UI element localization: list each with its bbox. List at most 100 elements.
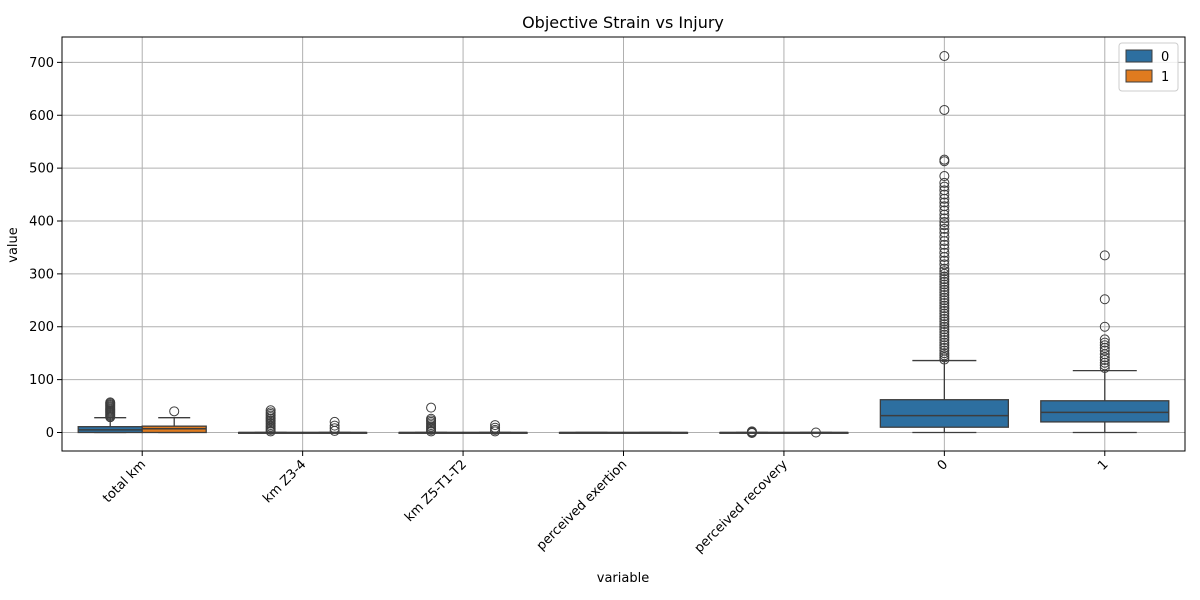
outlier-point (939, 104, 950, 115)
outlier-point (939, 329, 950, 340)
outlier-point (1099, 342, 1110, 353)
y-axis-ticks: 0 100 200 300 400 500 600 700 (29, 56, 62, 441)
outlier-point (939, 284, 950, 295)
outlier-point (1099, 362, 1110, 373)
outlier-point (1099, 321, 1110, 332)
outlier-point (1099, 334, 1110, 345)
outlier-point (939, 290, 950, 301)
box-0 (237, 405, 304, 437)
outlier-point (329, 416, 340, 427)
y-axis-label: value (6, 227, 21, 263)
y-tick-label: 300 (29, 267, 54, 282)
outlier-point (939, 177, 950, 188)
x-tick-label: total km (100, 457, 149, 506)
legend: 01 (1118, 42, 1179, 92)
outlier-point (939, 340, 950, 351)
outlier-point (939, 181, 950, 192)
outlier-point (329, 420, 340, 431)
outlier-point (1099, 357, 1110, 368)
outlier-point (939, 274, 950, 285)
outlier-point (939, 292, 950, 303)
outlier-point (939, 259, 950, 270)
box-0 (719, 426, 785, 439)
grid-lines (62, 37, 1185, 451)
outlier-point (939, 236, 950, 247)
y-tick-label: 700 (29, 56, 54, 71)
outlier-point (939, 268, 950, 279)
outlier-point (169, 406, 180, 417)
outlier-point (939, 231, 950, 242)
outlier-point (939, 223, 950, 234)
outlier-point (939, 271, 950, 282)
outlier-point (939, 308, 950, 319)
y-tick-label: 0 (46, 426, 54, 441)
outlier-point (1099, 340, 1110, 351)
outlier-point (939, 217, 950, 228)
outlier-point (1099, 337, 1110, 348)
outlier-point (939, 287, 950, 298)
outlier-point (426, 402, 437, 413)
x-tick-label: perceived exertion (534, 457, 630, 553)
y-tick-label: 500 (29, 162, 54, 177)
legend-swatch-0 (1125, 49, 1153, 63)
outlier-point (939, 316, 950, 327)
outlier-point (939, 300, 950, 311)
box-0 (398, 402, 464, 437)
outlier-point (939, 154, 950, 165)
x-tick-label: perceived recovery (692, 457, 791, 556)
outlier-point (939, 297, 950, 308)
outlier-point (490, 422, 501, 433)
box-1 (301, 416, 368, 436)
chart-title: Objective Strain vs Injury (522, 13, 724, 32)
y-tick-label: 600 (29, 109, 54, 124)
outlier-point (939, 319, 950, 330)
outlier-point (1099, 360, 1110, 371)
box-0 (1040, 250, 1170, 434)
outlier-point (939, 334, 950, 345)
outlier-point (939, 247, 950, 258)
x-tick-label: km Z3-4 (260, 457, 309, 506)
outlier-point (939, 305, 950, 316)
outlier-point (939, 220, 950, 231)
outlier-point (939, 337, 950, 348)
outlier-point (939, 348, 950, 359)
outlier-point (490, 420, 501, 431)
box-0 (879, 51, 1010, 434)
outlier-point (1099, 250, 1110, 261)
outlier-point (939, 282, 950, 293)
outlier-point (939, 209, 950, 220)
x-tick-label: 0 (935, 457, 951, 473)
outlier-point (746, 426, 757, 437)
outlier-point (1099, 345, 1110, 356)
outlier-point (939, 342, 950, 353)
y-tick-label: 200 (29, 320, 54, 335)
outlier-point (939, 185, 950, 196)
outlier-point (939, 255, 950, 266)
outlier-point (939, 311, 950, 322)
outlier-point (939, 213, 950, 224)
outlier-point (939, 189, 950, 200)
box-1 (783, 427, 849, 438)
x-axis-label: variable (597, 571, 649, 586)
outlier-point (939, 227, 950, 238)
box-1 (141, 406, 207, 434)
outlier-point (939, 324, 950, 335)
outlier-point (1099, 352, 1110, 363)
legend-label-0: 0 (1161, 50, 1169, 65)
outlier-point (939, 266, 950, 277)
box-1 (462, 420, 528, 437)
outlier-point (105, 397, 116, 408)
outlier-point (939, 205, 950, 216)
x-axis-ticks: total km km Z3-4 km Z5-T1-T2 perceived exer… (100, 451, 1112, 556)
outlier-point (939, 345, 950, 356)
outlier-point (939, 313, 950, 324)
outlier-point (939, 327, 950, 338)
outlier-point (939, 197, 950, 208)
box-marks (77, 51, 1170, 439)
outlier-point (1099, 294, 1110, 305)
outlier-point (939, 279, 950, 290)
box-1 (622, 431, 689, 434)
outlier-point (939, 303, 950, 314)
box-0 (558, 431, 625, 434)
